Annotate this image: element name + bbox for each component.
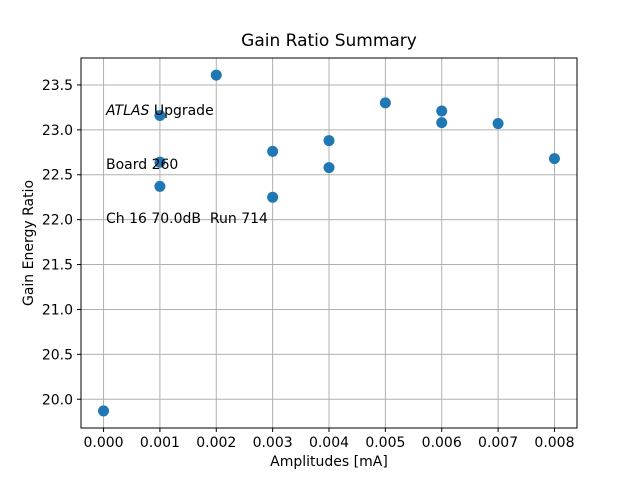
data-point (154, 109, 166, 121)
annotation-experiment: ATLAS (106, 103, 150, 119)
data-point (154, 156, 166, 168)
data-point (267, 191, 279, 203)
data-point (548, 153, 560, 165)
y-tick-label: 20.5 (42, 347, 73, 363)
x-tick-label: 0.003 (253, 435, 293, 451)
data-point (323, 162, 335, 174)
x-tick-label: 0.006 (422, 435, 462, 451)
y-axis-label: Gain Energy Ratio (21, 179, 37, 307)
y-tick-label: 21.5 (42, 258, 73, 274)
x-axis-label: Amplitudes [mA] (270, 454, 388, 470)
x-tick-label: 0.005 (365, 435, 405, 451)
y-tick-label: 22.0 (42, 213, 73, 229)
data-point (154, 180, 166, 192)
y-tick-label: 20.0 (42, 392, 73, 408)
x-tick-label: 0.004 (309, 435, 349, 451)
data-point (492, 118, 504, 130)
data-point (436, 105, 448, 117)
x-tick-label: 0.000 (83, 435, 123, 451)
x-tick-label: 0.002 (196, 435, 236, 451)
x-tick-label: 0.007 (478, 435, 518, 451)
annotation: ATLAS Upgrade Board 260 Ch 16 70.0dB Run… (106, 66, 268, 264)
data-point (267, 145, 279, 157)
data-point (379, 97, 391, 109)
annotation-upgrade: Upgrade (149, 103, 214, 119)
y-tick-label: 21.0 (42, 302, 73, 318)
chart-title: Gain Ratio Summary (241, 31, 417, 51)
data-point (323, 135, 335, 147)
data-point (98, 405, 110, 417)
annotation-line-3: Ch 16 70.0dB Run 714 (106, 211, 268, 227)
y-tick-label: 22.5 (42, 168, 73, 184)
annotation-line-2: Board 260 (106, 157, 179, 173)
y-tick-label: 23.5 (42, 78, 73, 94)
x-tick-label: 0.008 (534, 435, 574, 451)
data-point (436, 117, 448, 129)
y-tick-label: 23.0 (42, 123, 73, 139)
annotation-line-1: ATLAS Upgrade (106, 102, 268, 120)
x-tick-label: 0.001 (140, 435, 180, 451)
data-point (210, 69, 222, 81)
